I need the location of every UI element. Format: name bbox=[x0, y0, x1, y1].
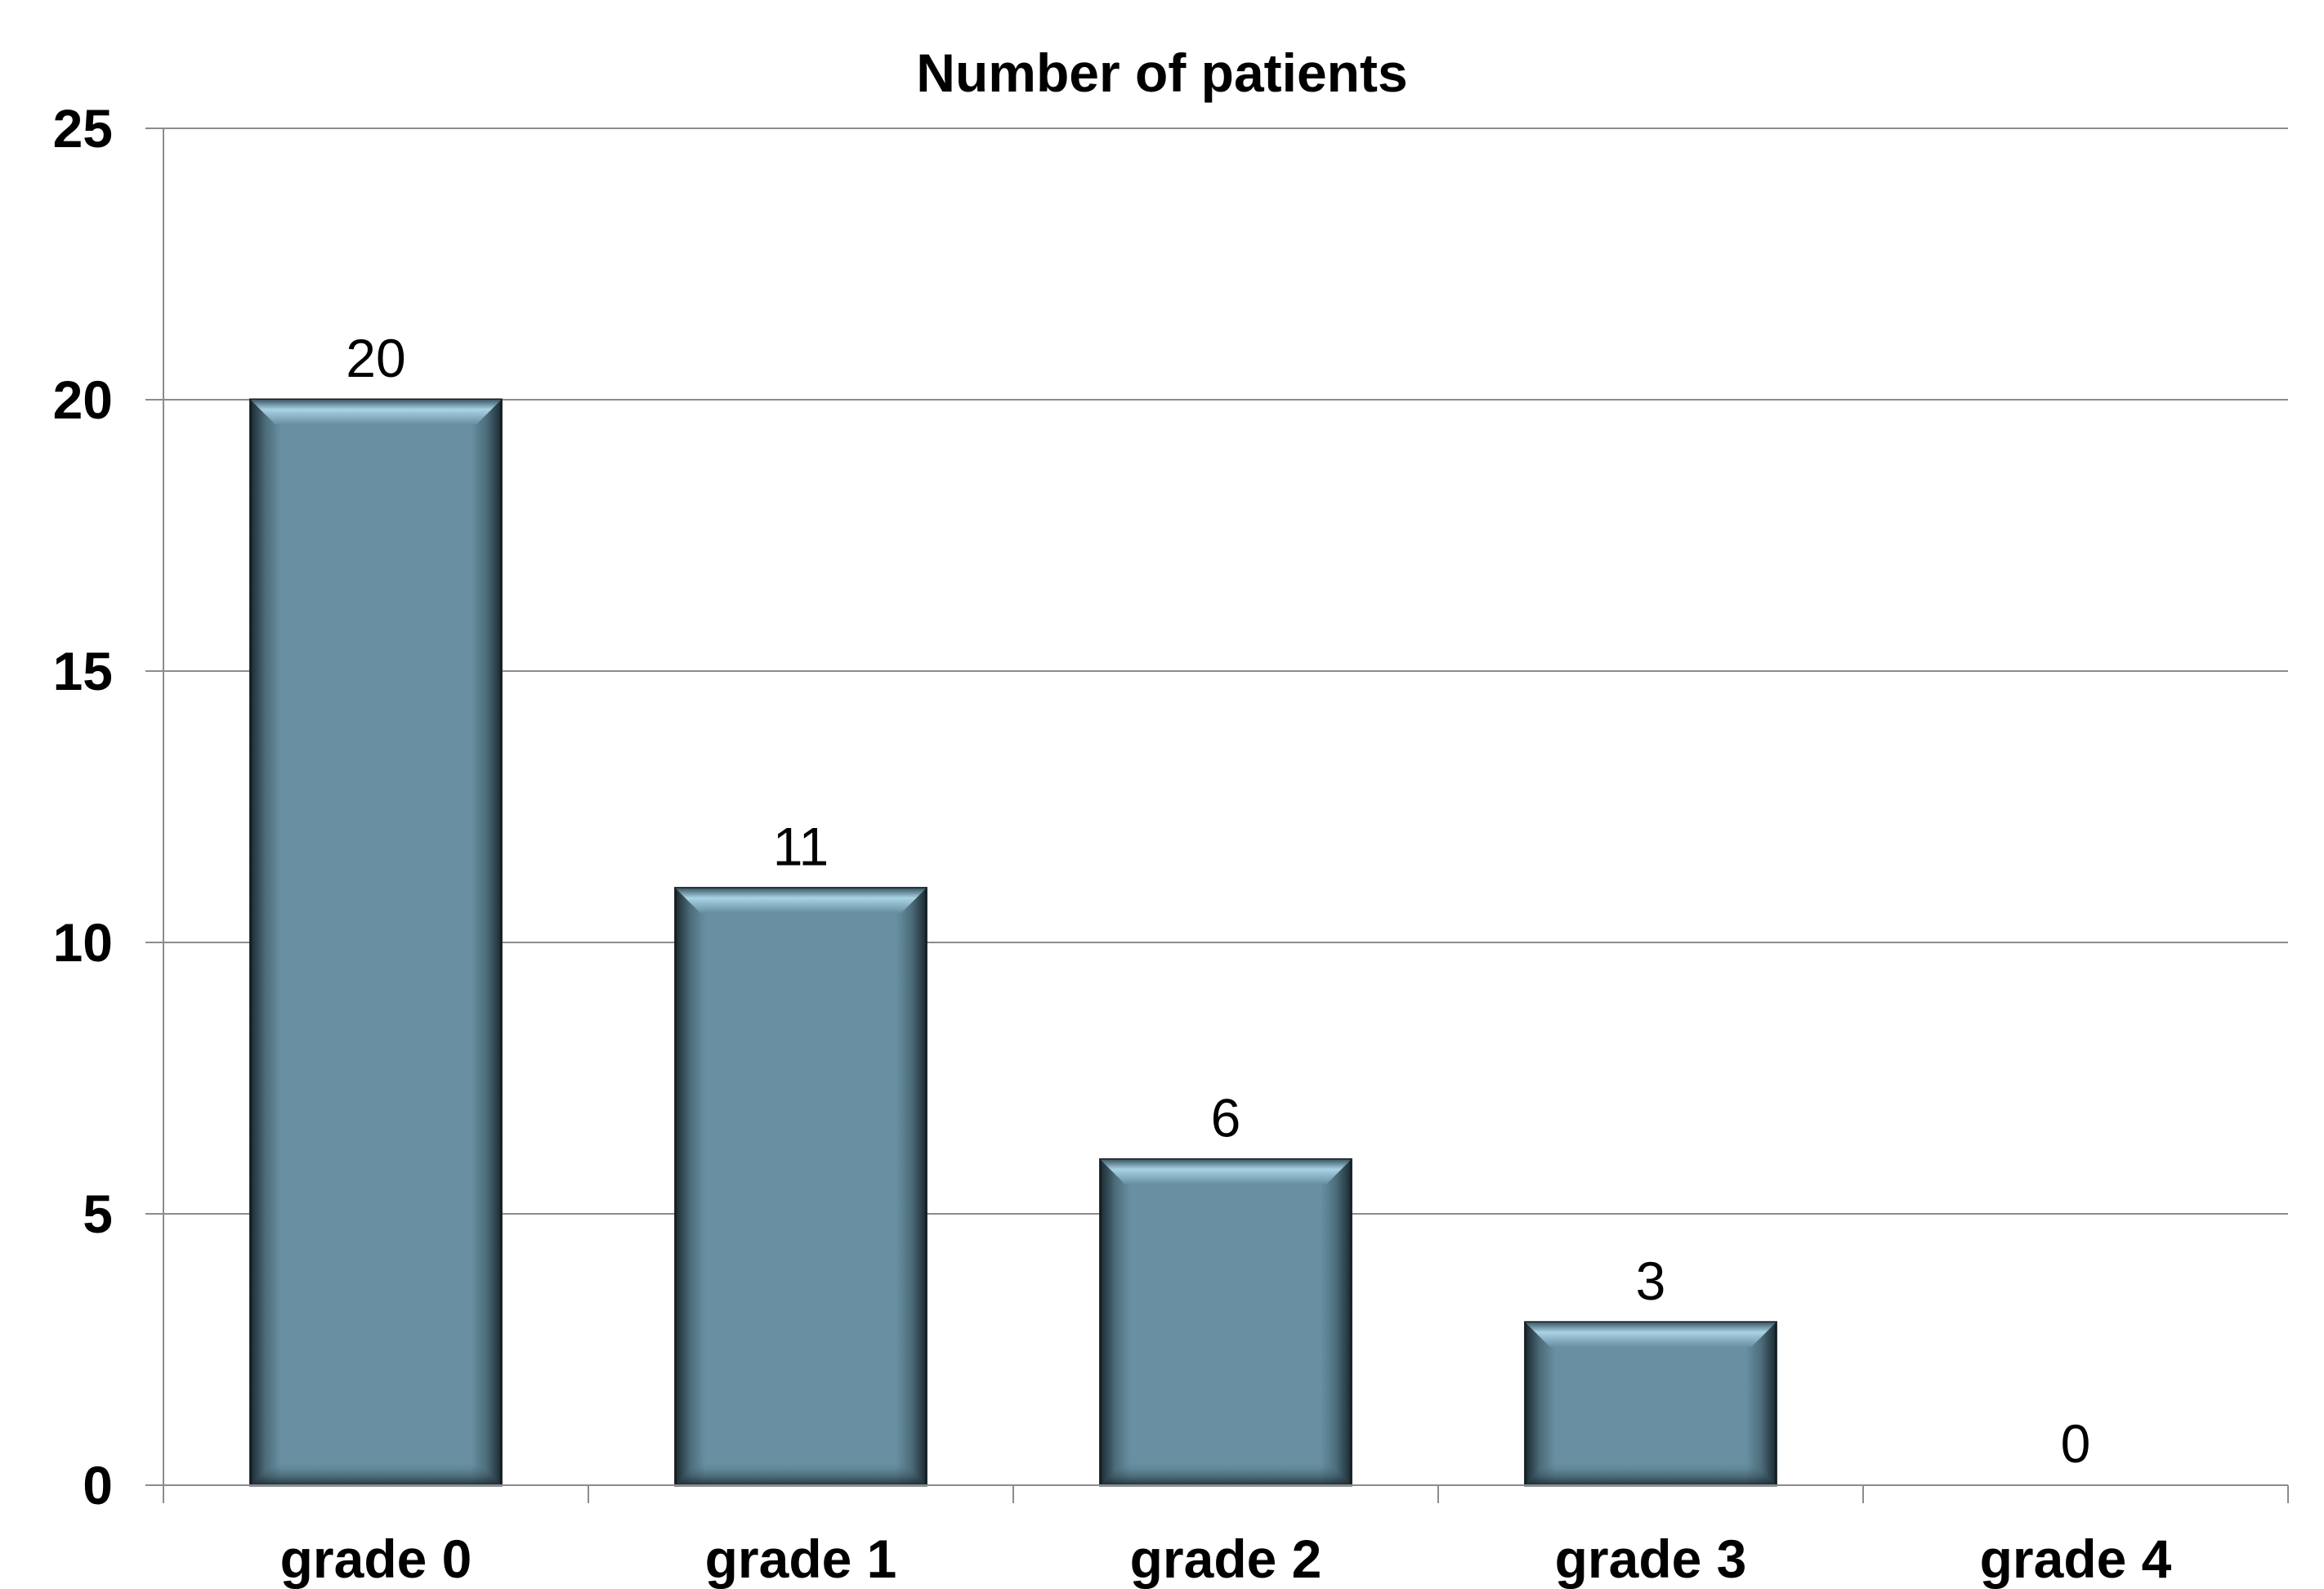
bar bbox=[674, 887, 927, 1487]
chart-title: Number of patients bbox=[916, 43, 1407, 103]
x-tick-label: grade 1 bbox=[705, 1529, 897, 1589]
data-label: 11 bbox=[773, 817, 829, 877]
data-label: 20 bbox=[346, 328, 405, 388]
data-label: 3 bbox=[1636, 1251, 1666, 1311]
gridlines bbox=[163, 128, 2288, 1215]
bar bbox=[249, 398, 503, 1487]
x-axis bbox=[163, 128, 2289, 1503]
data-label: 6 bbox=[1211, 1088, 1241, 1148]
y-tick-label: 15 bbox=[53, 641, 113, 701]
data-labels: 20 11 6 3 0 bbox=[346, 328, 2090, 1474]
x-tick-label: grade 0 bbox=[280, 1529, 472, 1589]
y-tick-label: 20 bbox=[53, 369, 113, 430]
x-tick-label: grade 2 bbox=[1130, 1529, 1322, 1589]
bar bbox=[1099, 1158, 1352, 1487]
x-tick-label: grade 3 bbox=[1555, 1529, 1747, 1589]
x-axis-ticks: grade 0 grade 1 grade 2 grade 3 grade 4 bbox=[280, 1529, 2172, 1589]
y-tick-label: 0 bbox=[83, 1455, 113, 1515]
x-tick-label: grade 4 bbox=[1980, 1529, 2172, 1589]
y-tick-label: 5 bbox=[83, 1184, 113, 1244]
y-tick-label: 25 bbox=[53, 98, 113, 159]
y-tick-label: 10 bbox=[53, 912, 113, 973]
data-label: 0 bbox=[2061, 1413, 2091, 1474]
y-axis-ticks: 0 5 10 15 20 25 bbox=[53, 98, 163, 1515]
bar bbox=[1524, 1321, 1777, 1487]
